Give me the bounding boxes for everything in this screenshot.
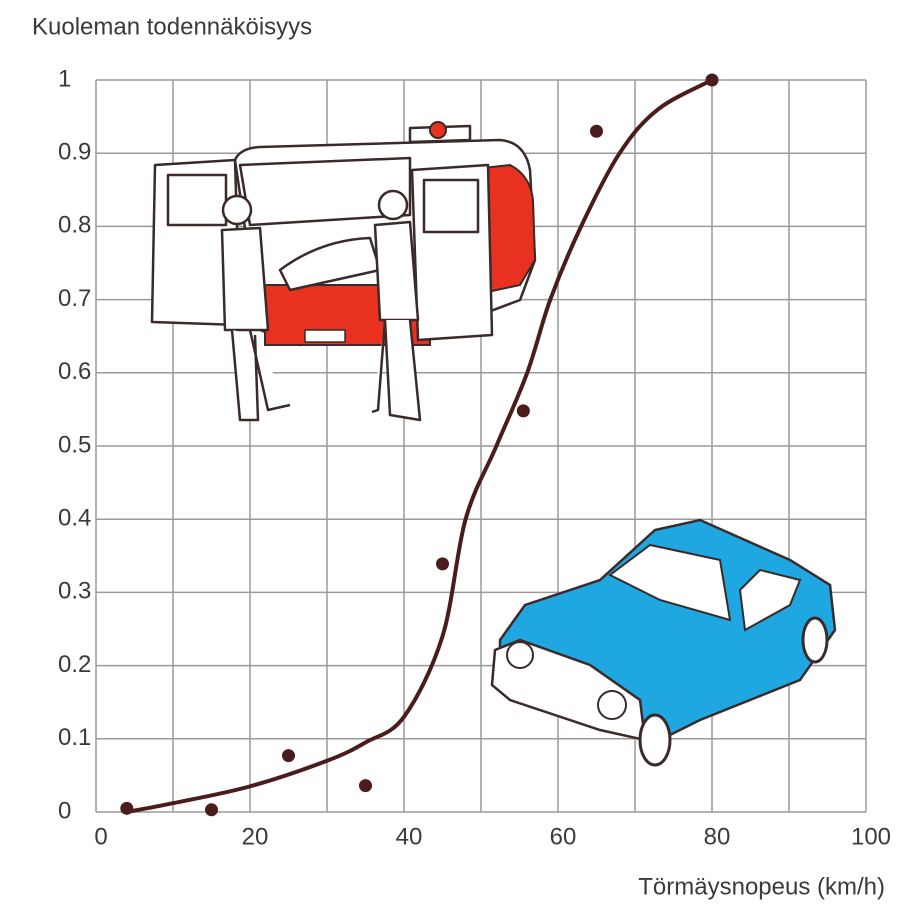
car xyxy=(492,520,835,765)
y-tick-label: 0.8 xyxy=(58,212,91,239)
y-tick-label: 0.6 xyxy=(58,358,91,385)
y-tick-label: 0.5 xyxy=(58,431,91,458)
ambulance xyxy=(152,122,535,420)
data-point xyxy=(205,803,218,816)
data-point xyxy=(436,557,449,570)
x-axis-label: Törmäysnopeus (km/h) xyxy=(638,873,885,900)
data-point xyxy=(359,779,372,792)
y-axis-label: Kuoleman todennäköisyys xyxy=(32,13,312,40)
y-tick-label: 0.3 xyxy=(58,578,91,605)
x-tick-label: 0 xyxy=(94,823,107,850)
y-tick-label: 0.9 xyxy=(58,139,91,166)
x-tick-label: 80 xyxy=(704,823,731,850)
y-tick-label: 0 xyxy=(58,797,71,824)
y-tick-label: 0.7 xyxy=(58,285,91,312)
data-point xyxy=(282,749,295,762)
data-point xyxy=(517,404,530,417)
x-tick-label: 40 xyxy=(396,823,423,850)
x-tick-label: 60 xyxy=(550,823,577,850)
illustrations xyxy=(152,122,835,765)
x-tick-label: 100 xyxy=(851,823,891,850)
y-tick-label: 0.1 xyxy=(58,724,91,751)
x-tick-label: 20 xyxy=(242,823,269,850)
chart: Kuoleman todennäköisyys Törmäysnopeus (k… xyxy=(0,0,906,909)
y-tick-label: 1 xyxy=(58,65,71,92)
data-point xyxy=(590,125,603,138)
y-tick-label: 0.2 xyxy=(58,651,91,678)
y-tick-label: 0.4 xyxy=(58,505,91,532)
